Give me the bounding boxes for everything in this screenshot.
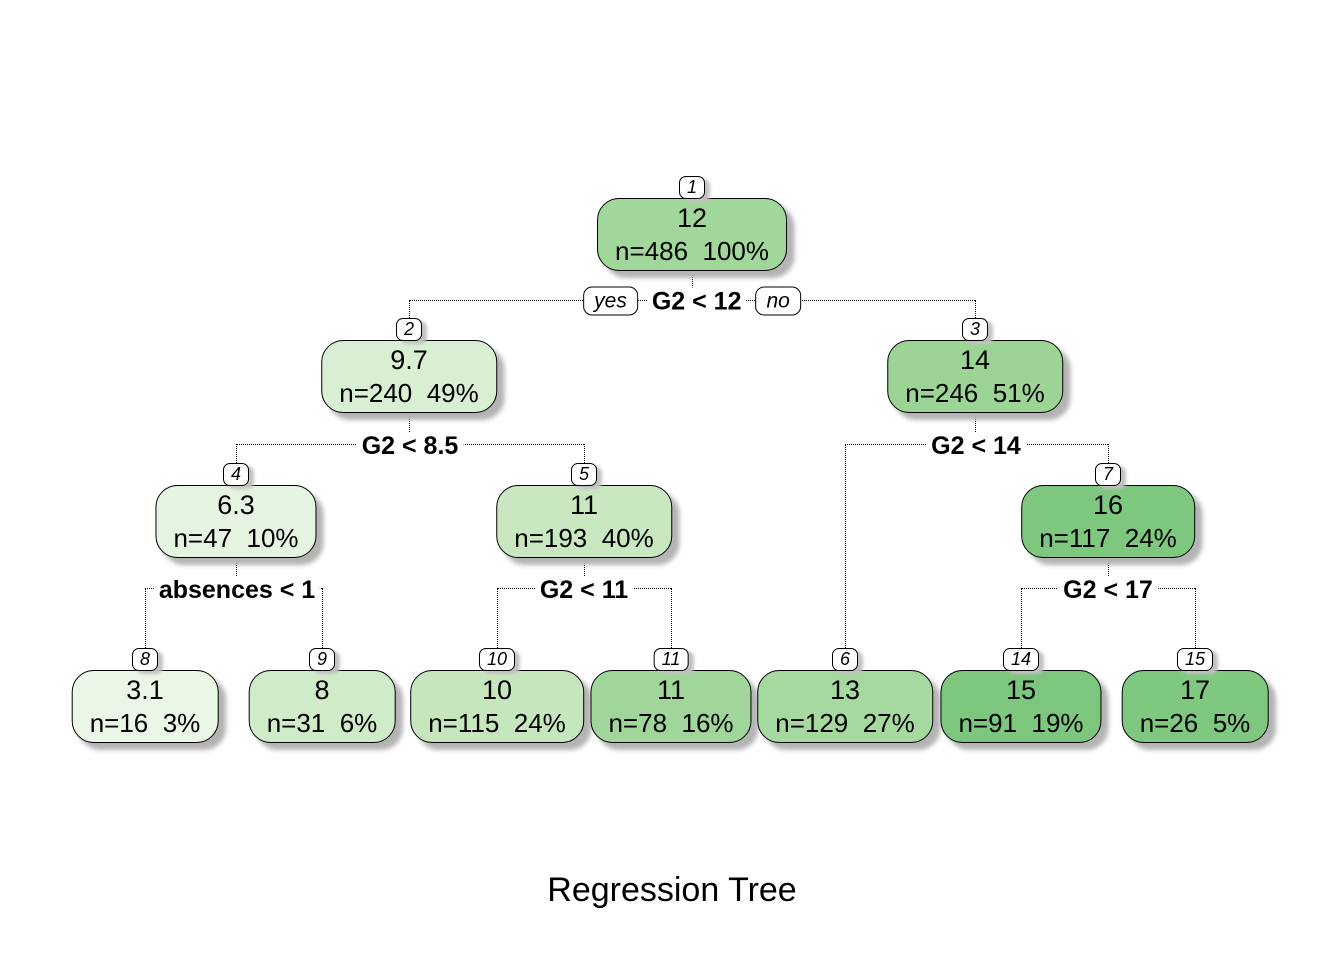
node-15-tag: 15 — [1176, 648, 1214, 671]
node-value: 13 — [829, 675, 861, 705]
node-14-tag: 14 — [1002, 648, 1040, 671]
node-value: 11 — [569, 490, 599, 520]
node-value: 14 — [959, 345, 991, 375]
branch-line — [236, 444, 237, 463]
node-stats: n=246 51% — [905, 378, 1045, 408]
split-label-g2-11: G2 < 11 — [534, 576, 634, 604]
plot-title: Regression Tree — [547, 871, 797, 909]
branch-line — [584, 444, 585, 463]
node-7: 16 n=117 24% — [1021, 485, 1195, 558]
node-1: 12 n=486 100% — [597, 198, 787, 271]
node-stats: n=129 27% — [775, 708, 915, 738]
node-stats: n=117 24% — [1039, 523, 1177, 553]
node-9: 8 n=31 6% — [248, 670, 396, 743]
node-stats: n=240 49% — [339, 378, 479, 408]
branch-line — [975, 414, 976, 444]
branch-line — [975, 300, 976, 318]
node-2: 9.7 n=240 49% — [321, 340, 497, 413]
node-stats: n=486 100% — [615, 236, 769, 266]
branch-line — [671, 588, 672, 648]
node-4: 6.3 n=47 10% — [155, 485, 317, 558]
branch-line — [1108, 444, 1109, 463]
branch-line — [236, 558, 237, 588]
node-2-tag: 2 — [395, 318, 423, 341]
split-node4: absences < 1 — [153, 576, 321, 604]
split-label-absences-1: absences < 1 — [153, 576, 321, 604]
node-5: 11 n=193 40% — [496, 485, 672, 558]
node-4-tag: 4 — [222, 463, 250, 486]
node-8: 3.1 n=16 3% — [71, 670, 219, 743]
branch-line — [497, 588, 498, 648]
split-node3: G2 < 14 — [926, 432, 1026, 460]
branch-line — [1021, 588, 1022, 648]
node-14: 15 n=91 19% — [940, 670, 1102, 743]
split-label-g2-14: G2 < 14 — [926, 432, 1026, 460]
node-stats: n=26 5% — [1139, 708, 1251, 738]
branch-line — [409, 300, 410, 318]
node-stats: n=115 24% — [428, 708, 566, 738]
branch-line — [409, 414, 410, 444]
node-value: 6.3 — [217, 490, 255, 520]
node-8-tag: 8 — [131, 648, 159, 671]
branch-line — [145, 588, 146, 648]
node-value: 3.1 — [126, 675, 164, 705]
node-stats: n=16 3% — [89, 708, 201, 738]
node-3-tag: 3 — [961, 318, 989, 341]
node-value: 17 — [1179, 675, 1211, 705]
node-value: 8 — [314, 675, 330, 705]
split-label-g2-8-5: G2 < 8.5 — [356, 432, 464, 460]
node-value: 9.7 — [390, 345, 428, 375]
split-label-g2-17: G2 < 17 — [1058, 576, 1158, 604]
branch-line — [1195, 588, 1196, 648]
branch-line — [692, 272, 693, 300]
node-value: 10 — [481, 675, 513, 705]
node-value: 16 — [1092, 490, 1124, 520]
node-5-tag: 5 — [570, 463, 598, 486]
node-9-tag: 9 — [308, 648, 336, 671]
node-stats: n=193 40% — [514, 523, 654, 553]
node-value: 12 — [676, 203, 708, 233]
split-root: yes G2 < 12 no — [583, 286, 801, 316]
node-11-tag: 11 — [653, 648, 689, 671]
split-label-g2-12: G2 < 12 — [646, 287, 747, 315]
branch-line — [584, 558, 585, 588]
node-10-tag: 10 — [478, 648, 516, 671]
node-value: 11 — [656, 675, 686, 705]
node-7-tag: 7 — [1094, 463, 1122, 486]
yes-badge: yes — [583, 286, 638, 316]
branch-line — [1108, 558, 1109, 588]
node-10: 10 n=115 24% — [410, 670, 584, 743]
node-1-tag: 1 — [678, 176, 706, 199]
node-stats: n=47 10% — [173, 523, 299, 553]
node-15: 17 n=26 5% — [1121, 670, 1269, 743]
node-stats: n=78 16% — [608, 708, 734, 738]
node-stats: n=31 6% — [266, 708, 378, 738]
node-6-tag: 6 — [831, 648, 859, 671]
node-6: 13 n=129 27% — [757, 670, 933, 743]
branch-line — [322, 588, 323, 648]
node-stats: n=91 19% — [958, 708, 1084, 738]
split-node7: G2 < 17 — [1058, 576, 1158, 604]
split-node5: G2 < 11 — [534, 576, 634, 604]
branch-line — [845, 444, 846, 648]
node-3: 14 n=246 51% — [887, 340, 1063, 413]
node-value: 15 — [1005, 675, 1037, 705]
split-node2: G2 < 8.5 — [356, 432, 464, 460]
node-11: 11 n=78 16% — [590, 670, 752, 743]
no-badge: no — [755, 286, 801, 316]
